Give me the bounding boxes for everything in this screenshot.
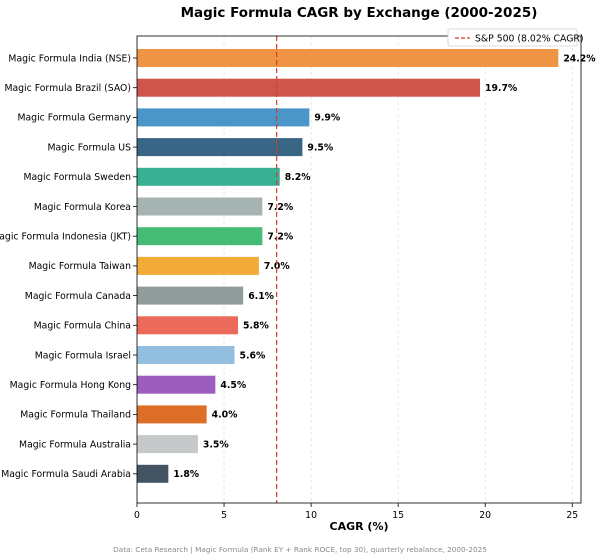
legend: S&P 500 (8.02% CAGR) [447,28,584,47]
category-label: Magic Formula India (NSE) [8,53,131,64]
chart-title: Magic Formula CAGR by Exchange (2000-202… [181,5,538,21]
bar [137,375,216,394]
footer-note: Data: Ceta Research | Magic Formula (Ran… [113,545,487,554]
bar [137,256,259,275]
x-tick-label: 0 [134,510,140,521]
bar [137,197,263,216]
category-label: Magic Formula Hong Kong [10,380,131,391]
legend-label: S&P 500 (8.02% CAGR) [475,34,584,45]
category-label: Magic Formula Canada [25,291,131,302]
bar [137,405,207,424]
bar [137,346,235,364]
bar [137,108,310,127]
bar-value-label: 9.9% [314,113,340,124]
bars: 24.2% 19.7% 9.9% 9.5% 8.2% 7.2% 7.2% 7.0% 6.1% 5.… [137,49,596,483]
category-label: Magic Formula Thailand [20,410,131,421]
bar-value-label: 7.2% [267,202,293,213]
category-label: Magic Formula US [47,142,131,153]
bar-value-label: 19.7% [485,83,518,94]
bar [137,227,263,246]
category-label: Magic Formula Saudi Arabia [1,469,131,480]
category-label: Magic Formula Israel [35,350,131,361]
y-axis: Magic Formula India (NSE) Magic Formula B… [0,53,137,480]
bar [137,78,480,97]
bar [137,138,303,157]
bar [137,49,559,67]
bar-value-label: 5.6% [239,350,265,361]
x-tick-label: 5 [221,510,227,521]
plot-frame [136,35,582,504]
category-label: Magic Formula China [34,321,131,332]
bar [137,286,244,305]
x-tick-label: 20 [479,510,491,521]
bar-value-label: 1.8% [173,469,199,480]
bar-value-label: 3.5% [203,439,229,450]
category-label: Magic Formula Brazil (SAO) [4,83,131,94]
bar-value-label: 6.1% [248,291,274,302]
category-label: Magic Formula Germany [17,113,131,124]
bar-value-label: 9.5% [307,142,333,153]
bar-value-label: 7.0% [264,261,290,272]
bar [137,316,238,335]
category-label: Magic Formula Australia [19,439,131,450]
bar-value-label: 7.2% [267,232,293,243]
bar [137,464,169,483]
x-tick-label: 25 [566,510,578,521]
x-tick-label: 15 [392,510,404,521]
bar [137,167,280,186]
legend-box [447,28,578,47]
bar [137,435,198,454]
category-label: Magic Formula Korea [34,202,131,213]
bar-value-label: 4.5% [220,380,246,391]
x-tick-label: 10 [305,510,317,521]
bar-value-label: 8.2% [285,172,311,183]
category-label: Magic Formula Taiwan [29,261,132,272]
category-label: Magic Formula Indonesia (JKT) [0,232,131,243]
x-axis: 0 5 10 15 20 25 [134,503,578,521]
bar-value-label: 5.8% [243,321,269,332]
category-label: Magic Formula Sweden [23,172,131,183]
bar-value-label: 24.2% [563,53,596,64]
x-axis-label: CAGR (%) [330,520,389,533]
bar-value-label: 4.0% [212,410,238,421]
